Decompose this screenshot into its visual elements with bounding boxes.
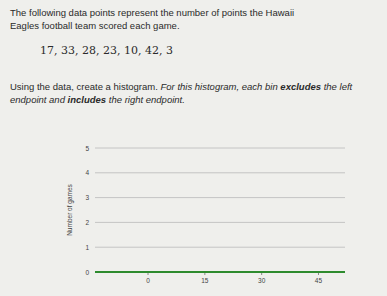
instruction-part: the right endpoint. — [106, 94, 185, 105]
instruction-part: excludes — [280, 81, 321, 92]
instruction-part: Using the data, create a histogram. — [10, 81, 158, 92]
y-tick-label: 4 — [85, 169, 89, 176]
grid-line — [95, 148, 345, 149]
x-axis — [95, 271, 345, 273]
x-tick-label: 45 — [315, 277, 323, 284]
y-tick-label: 2 — [85, 219, 89, 226]
x-tick-label: 15 — [201, 277, 209, 284]
grid-line — [95, 197, 345, 198]
data-points: 17, 33, 28, 23, 10, 42, 3 — [40, 44, 387, 57]
histogram: 0123450153045Number of games — [0, 0, 387, 296]
grid-line — [95, 247, 345, 248]
instruction: Using the data, create a histogram. For … — [10, 80, 380, 106]
instruction-part: For this histogram, each bin — [158, 81, 281, 92]
y-axis-label: Number of games — [66, 183, 74, 235]
grid-line — [95, 222, 345, 223]
x-tick-label: 0 — [146, 277, 150, 284]
instruction-part: includes — [68, 94, 107, 105]
y-tick-label: 0 — [85, 269, 89, 276]
y-tick-label: 1 — [85, 244, 89, 251]
intro-text: The following data points represent the … — [10, 6, 380, 32]
x-tick-label: 30 — [258, 277, 266, 284]
grid-line — [95, 172, 345, 173]
y-tick-label: 5 — [85, 145, 89, 152]
grid-line — [95, 272, 345, 273]
intro-line: Eagles football team scored each game. — [10, 19, 380, 32]
intro-line: The following data points represent the … — [10, 6, 380, 19]
y-tick-label: 3 — [85, 194, 89, 201]
